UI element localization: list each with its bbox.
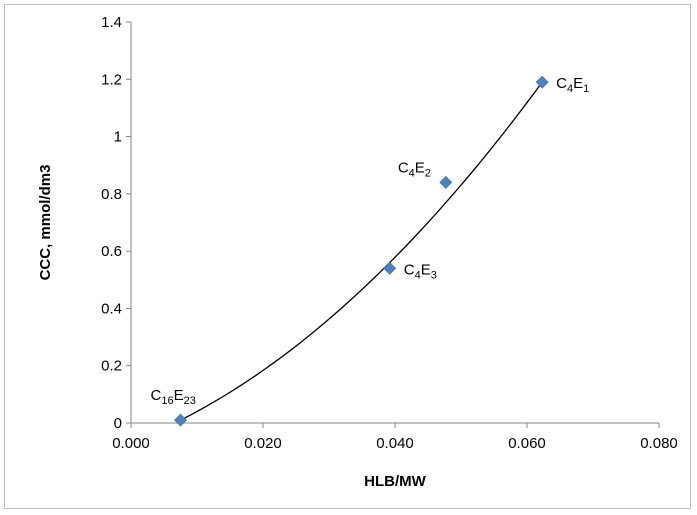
y-tick-label: 0.2	[101, 358, 122, 375]
point-labels: C16E23 C4E3 C4E2 C4E1	[151, 75, 590, 407]
trendline	[180, 81, 543, 421]
data-point-label: C4E2	[398, 159, 431, 179]
data-point-label: C4E1	[556, 75, 589, 95]
data-point-marker	[439, 175, 453, 189]
y-tick-label: 0.4	[101, 300, 122, 317]
y-tick-label: 1	[114, 129, 122, 146]
chart-area	[4, 4, 691, 509]
data-point-label: C16E23	[151, 387, 196, 407]
y-tick-label: 1.2	[101, 71, 122, 88]
x-tick-label: 0.060	[508, 435, 546, 452]
y-axis-title: CCC, mmol/dm3	[37, 165, 54, 281]
y-tick-label: 0.8	[101, 186, 122, 203]
x-tick-label: 0.080	[640, 435, 678, 452]
y-tick-label: 0	[114, 415, 122, 432]
data-point-marker	[383, 261, 397, 275]
y-tick-label: 1.4	[101, 14, 122, 31]
x-tick-label: 0.000	[112, 435, 150, 452]
x-axis-title: HLB/MW	[364, 473, 426, 490]
data-point-marker	[535, 75, 549, 89]
trendline-layer	[180, 81, 543, 421]
data-points	[174, 75, 549, 427]
data-point-marker	[174, 413, 187, 427]
y-tick-label: 0.6	[101, 243, 122, 260]
x-tick-label: 0.040	[376, 435, 414, 452]
axes: 0 0.2 0.4 0.6 0.8 1 1.2 1.4 0.000 0.020 0.040 0.060…	[101, 14, 678, 452]
data-point-label: C4E3	[404, 261, 437, 281]
x-tick-label: 0.020	[244, 435, 282, 452]
